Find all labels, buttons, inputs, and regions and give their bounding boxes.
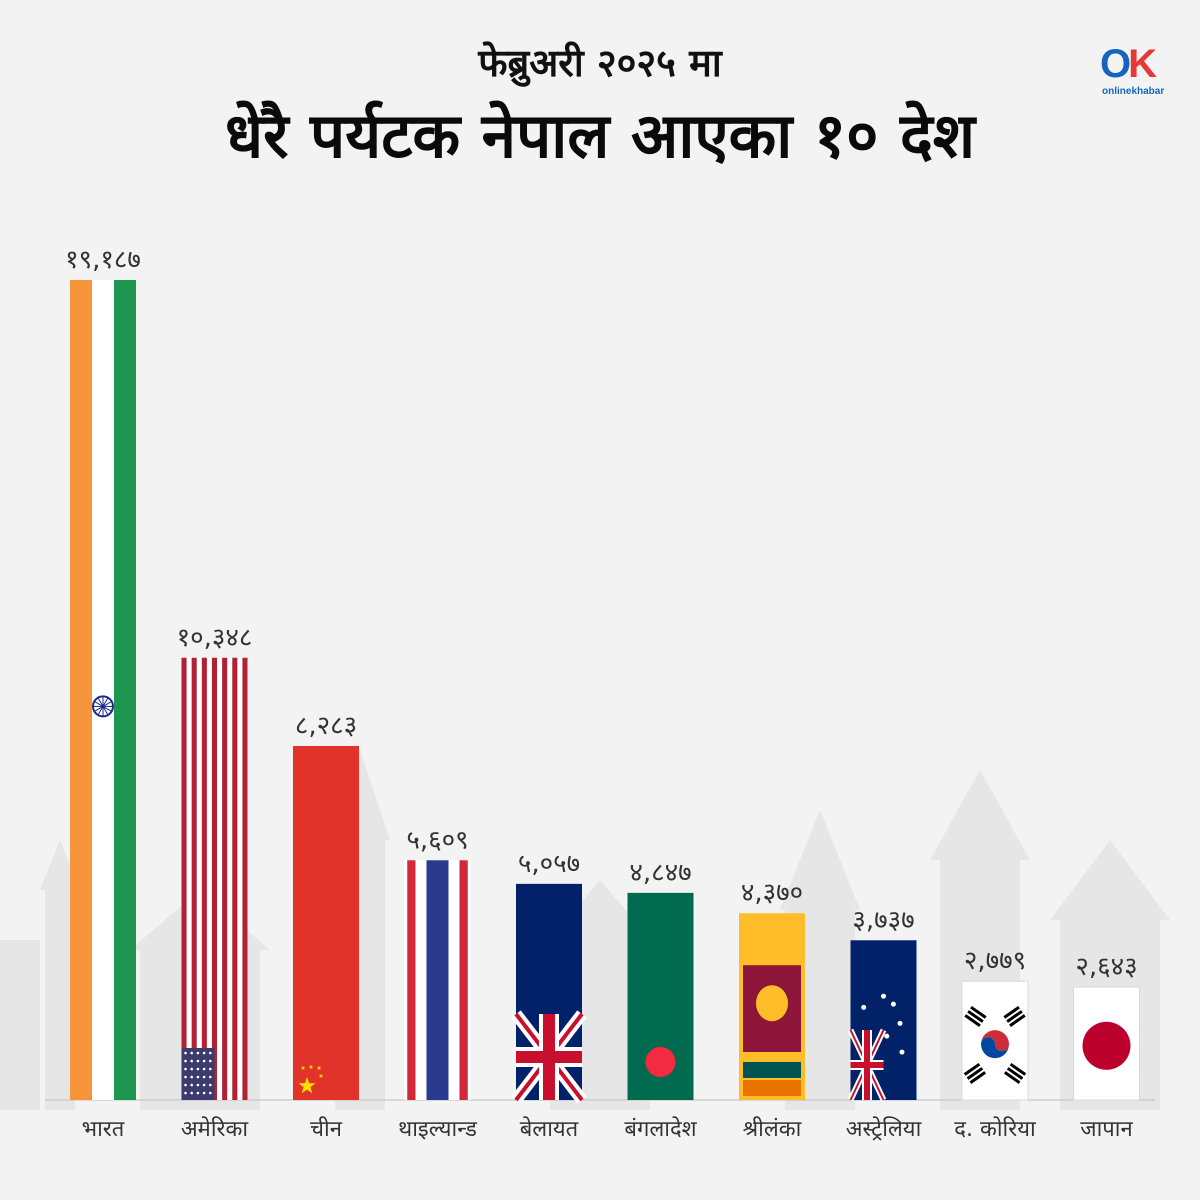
uk-flag-bar	[511, 883, 587, 1104]
category-label: थाइल्यान्ड	[398, 1117, 477, 1142]
srilanka-flag-bar	[739, 913, 805, 1100]
japan-flag-bar	[1073, 986, 1140, 1101]
category-label: अमेरिका	[181, 1116, 249, 1142]
onlinekhabar-logo[interactable]: OK onlinekhabar	[1100, 44, 1170, 100]
category-label: बंगलादेश	[624, 1116, 697, 1142]
usa-flag-bar	[181, 657, 248, 1100]
china-flag-bar	[293, 746, 359, 1100]
bar-value-label: ८,२८३	[295, 711, 357, 741]
bar-value-label: २,६४३	[1075, 952, 1137, 982]
category-label: चीन	[310, 1116, 343, 1142]
bangladesh-flag-bar	[627, 892, 694, 1100]
india-flag-bar	[70, 280, 136, 1100]
ok-logo-mark: OK	[1100, 42, 1157, 86]
bar-value-label: ५,०५७	[518, 849, 580, 879]
bar-value-label: ४,३७०	[741, 878, 803, 908]
category-label: भारत	[82, 1117, 125, 1142]
south-korea-flag-bar	[961, 980, 1029, 1101]
bar-value-label: १०,३४८	[177, 623, 253, 653]
australia-flag-bar	[847, 940, 917, 1102]
category-label: श्रीलंका	[743, 1116, 802, 1142]
bar-value-label: २,७७९	[964, 946, 1026, 976]
category-label: बेलायत	[520, 1116, 579, 1142]
category-label: जापान	[1080, 1117, 1133, 1142]
bar-value-label: ५,६०९	[406, 825, 468, 855]
bar-value-label: ४,८४७	[629, 858, 691, 888]
category-label: अस्ट्रेलिया	[846, 1116, 922, 1142]
chart-subtitle: फेब्रुअरी २०२५ मा	[478, 41, 722, 85]
thailand-flag-bar	[404, 860, 471, 1100]
chart-title: धेरै पर्यटक नेपाल आएका १० देश	[224, 99, 976, 172]
bar-value-label: ३,७३७	[852, 905, 914, 935]
logo-wordmark: onlinekhabar	[1102, 86, 1165, 97]
bar-value-label: १९,१८७	[65, 245, 141, 275]
category-label: द. कोरिया	[954, 1116, 1036, 1142]
